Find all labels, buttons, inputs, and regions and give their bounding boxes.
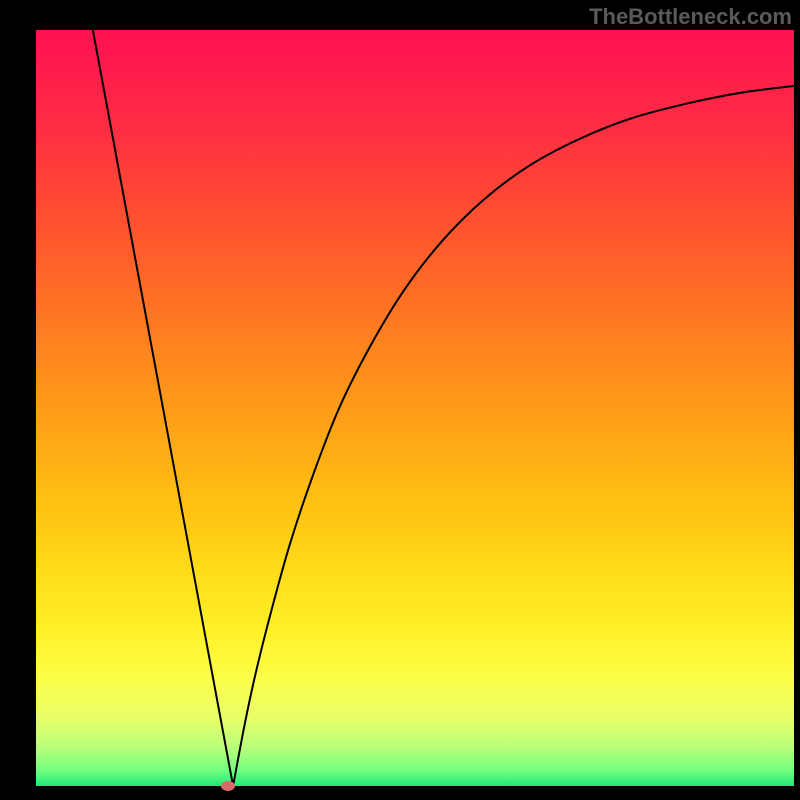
plot-area <box>0 0 800 800</box>
watermark-text: TheBottleneck.com <box>589 4 792 30</box>
chart-container: TheBottleneck.com <box>0 0 800 800</box>
curve-minimum-marker <box>221 781 235 791</box>
